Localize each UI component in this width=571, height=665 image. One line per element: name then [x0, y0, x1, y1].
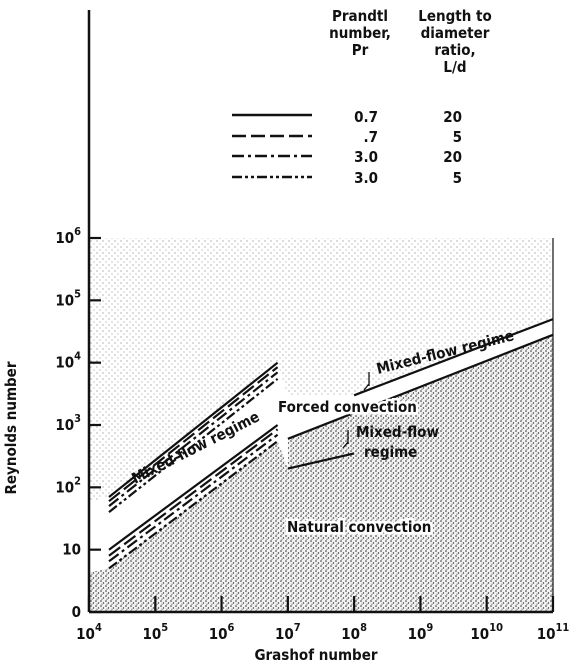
legend-header-ld: Length to diameter ratio, L/d — [410, 8, 500, 76]
x-tick-label-2: 106 — [209, 621, 235, 643]
legend-ld-3: 5 — [452, 169, 462, 187]
y-tick-label-4: 104 — [55, 350, 81, 372]
legend-header-prandtl-line1: Prandtl — [332, 7, 388, 25]
legend-header-ld-line1: Length to — [418, 7, 492, 25]
x-tick-label-1: 105 — [142, 621, 168, 643]
tick-labels: 104 105 106 107 108 109 1010 1011 0 10 102 103 104 10… — [55, 225, 569, 643]
series-line-upper-left-dashed — [108, 366, 279, 503]
y-tick-label-0: 0 — [72, 603, 81, 621]
series-line-lower-right-solid — [287, 333, 554, 440]
legend: Prandtl number, Pr Length to diameter ra… — [0, 0, 571, 210]
series-line-upper-left-dashdot — [108, 371, 279, 507]
y-tick-label-2: 102 — [55, 474, 81, 496]
ticks — [87, 236, 555, 614]
y-tick-label-6: 106 — [55, 225, 81, 247]
axes — [87, 10, 554, 614]
legend-pr-0: 0.7 — [354, 108, 378, 126]
legend-ld-2: 20 — [443, 148, 462, 166]
legend-pr-3: 3.0 — [354, 169, 378, 187]
legend-header-prandtl-line2: number, — [329, 24, 391, 42]
series-lines — [108, 318, 554, 570]
x-tick-label-4: 108 — [341, 621, 367, 643]
leader-bottom — [342, 430, 349, 449]
natural-convection-label: Natural convection — [287, 518, 431, 536]
legend-pr-2: 3.0 — [354, 148, 378, 166]
series-line-upper-left-solid — [108, 361, 279, 498]
mixed-flow-regime-label-right-bottom-1: Mixed-flow — [356, 423, 439, 441]
legend-header-prandtl: Prandtl number, Pr — [320, 8, 400, 59]
y-tick-label-1: 10 — [62, 541, 81, 559]
x-tick-label-0: 104 — [76, 621, 102, 643]
legend-header-ld-line4: L/d — [443, 58, 467, 76]
x-tick-label-3: 107 — [275, 621, 301, 643]
series-line-lower-left-solid — [108, 424, 279, 551]
x-tick-label-5: 109 — [408, 621, 434, 643]
x-tick-label-6: 1010 — [470, 621, 503, 643]
legend-header-ld-line2: diameter — [420, 24, 490, 42]
regions — [89, 238, 553, 612]
legend-pr-1: .7 — [363, 128, 378, 146]
series-line-lower-left-dashdotdot — [108, 440, 279, 570]
natural-convection-region — [89, 334, 553, 612]
forced-convection-region — [89, 238, 553, 501]
mixed-flow-regime-label-right-bottom-2: regime — [364, 443, 417, 461]
legend-header-ld-line3: ratio, — [434, 41, 476, 59]
y-tick-label-3: 103 — [55, 412, 81, 434]
legend-ld-0: 20 — [443, 108, 462, 126]
y-tick-label-5: 105 — [55, 287, 81, 309]
series-line-lower-right-lower-solid — [287, 452, 355, 470]
legend-samples — [232, 113, 312, 179]
forced-convection-label: Forced convection — [278, 398, 417, 416]
series-line-upper-left-dashdotdot — [108, 378, 279, 513]
series-line-lower-left-dashed — [108, 428, 279, 557]
legend-header-prandtl-line3: Pr — [351, 41, 369, 59]
y-axis-title: Reynolds number — [2, 361, 20, 494]
legend-ld-1: 5 — [452, 128, 462, 146]
leader-top — [363, 372, 370, 391]
series-line-upper-right-solid — [353, 318, 554, 397]
x-axis-title: Grashof number — [254, 646, 377, 664]
x-tick-label-7: 1011 — [537, 621, 570, 643]
